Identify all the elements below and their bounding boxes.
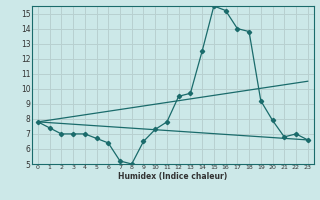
X-axis label: Humidex (Indice chaleur): Humidex (Indice chaleur) [118,172,228,181]
